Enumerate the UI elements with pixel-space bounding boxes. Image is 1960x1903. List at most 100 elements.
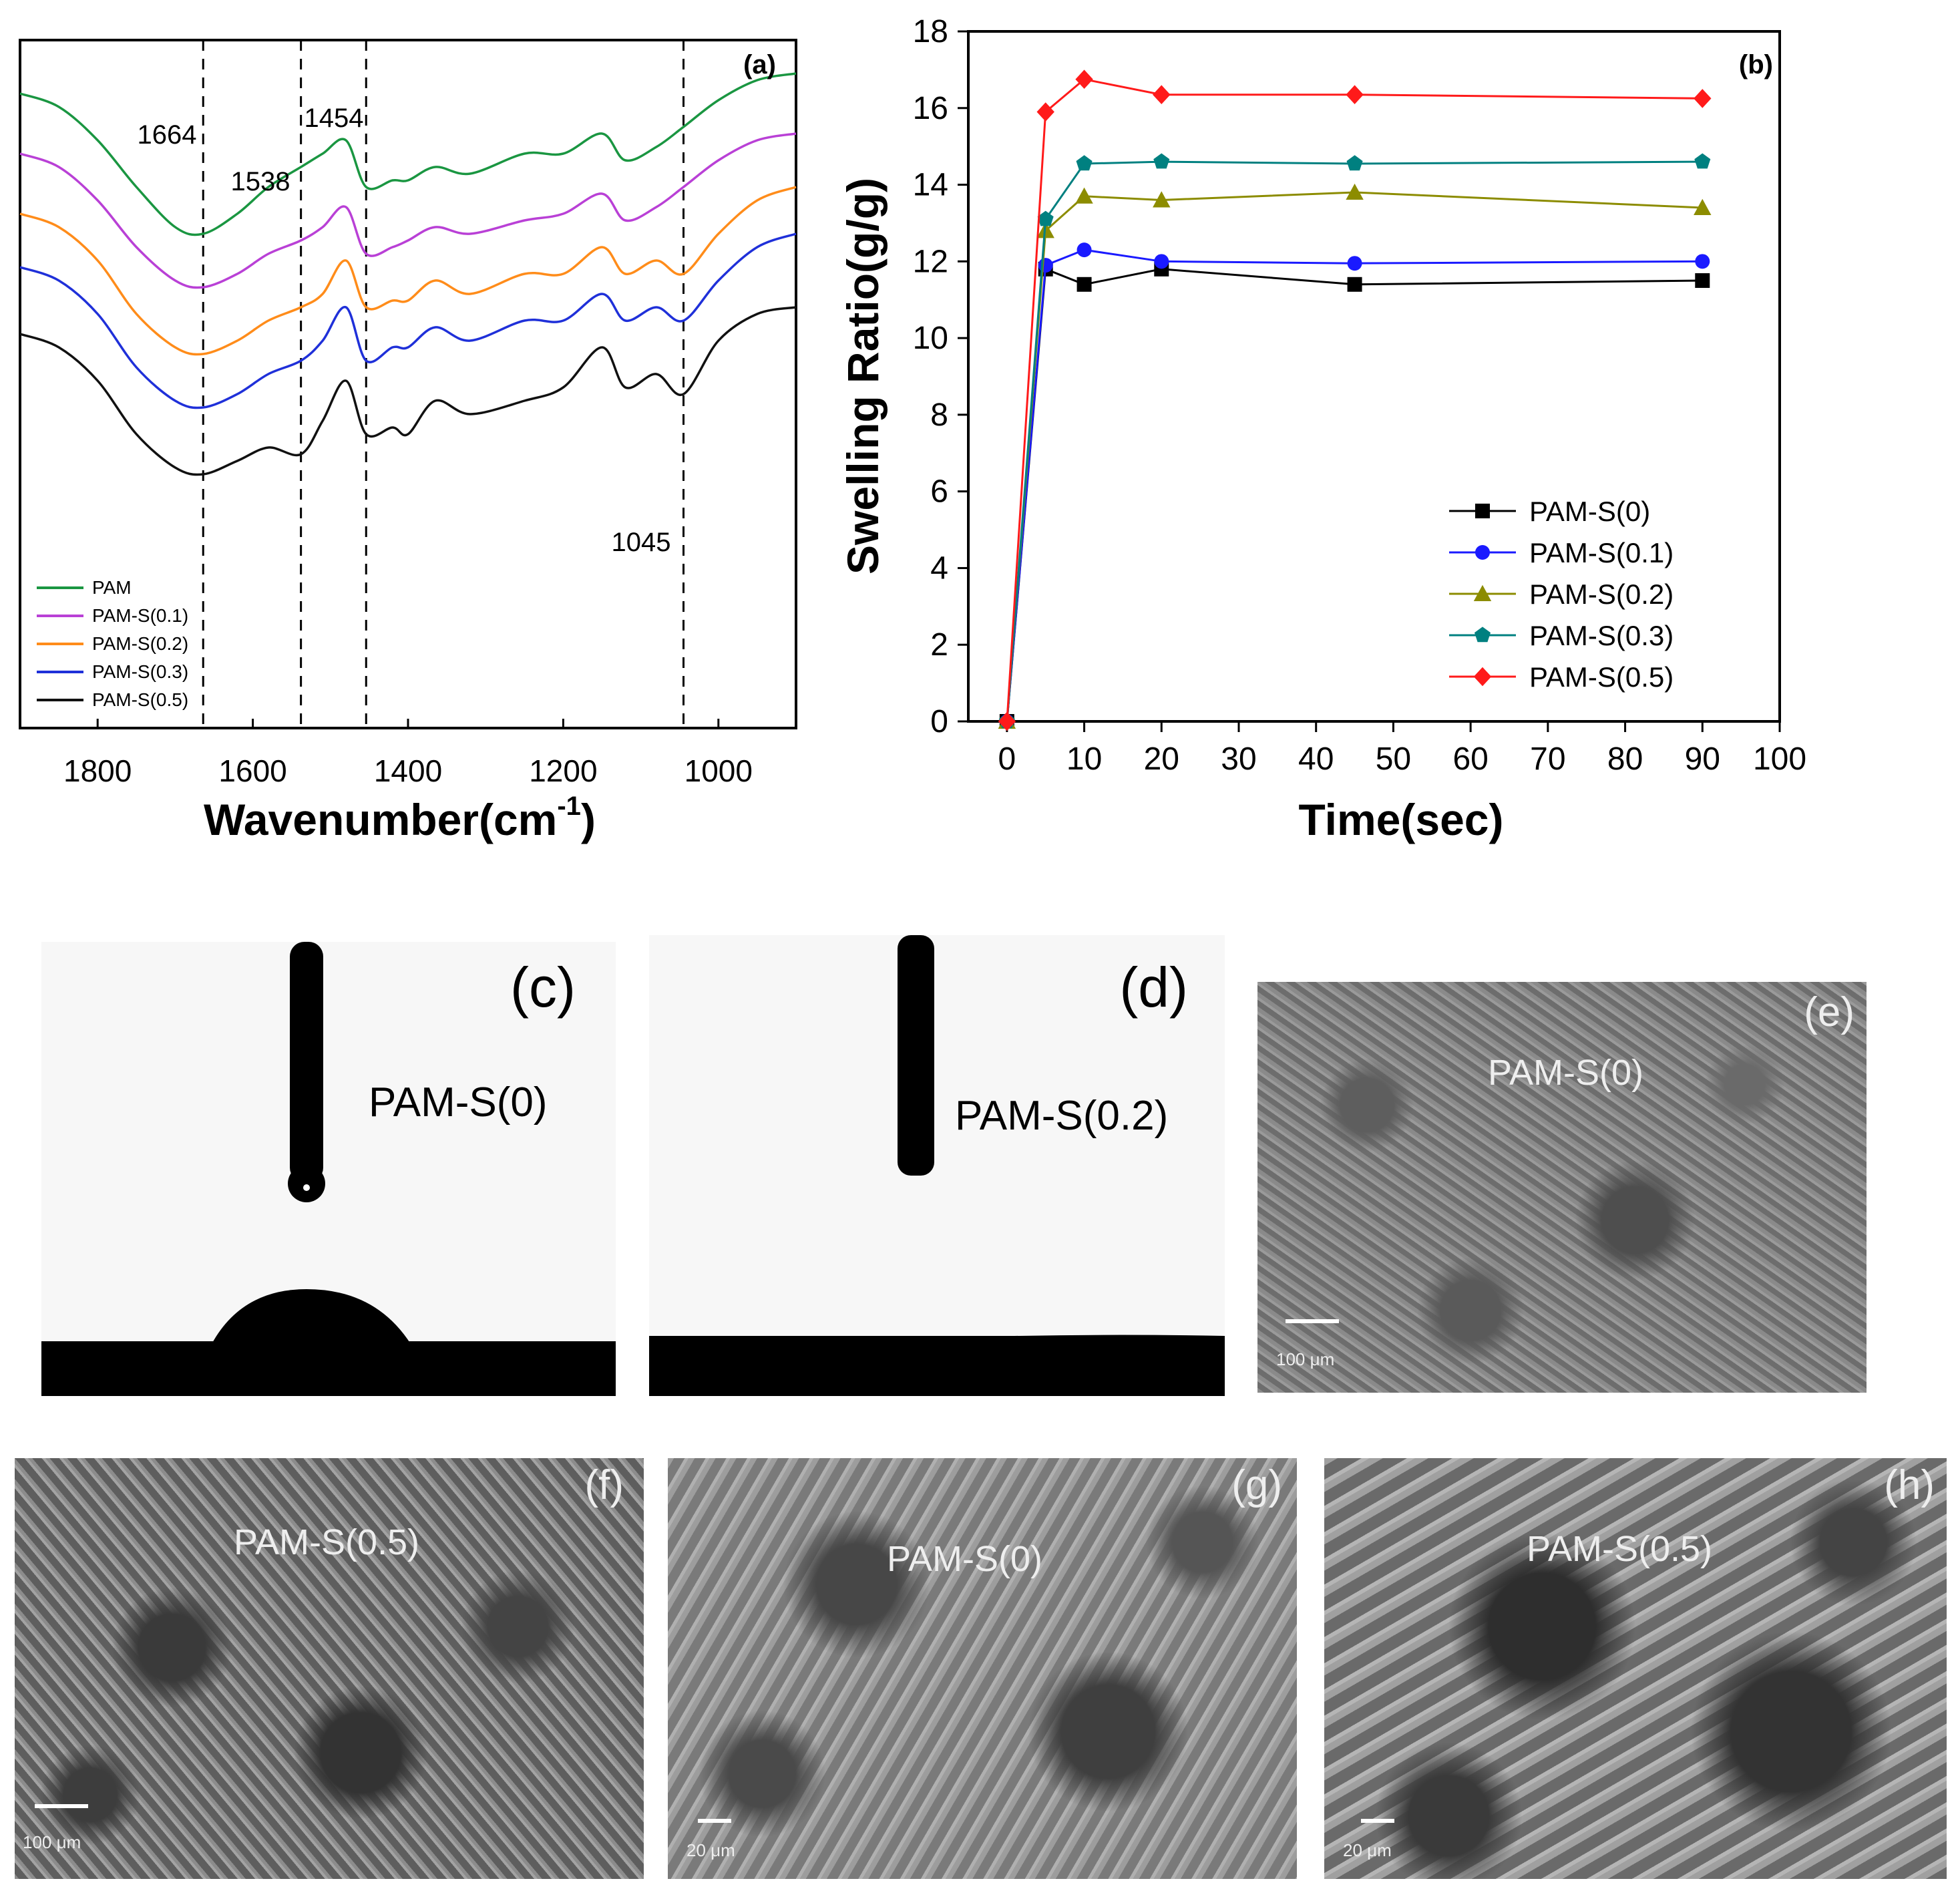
swelling-y-tick-label-1: 2	[930, 627, 948, 663]
swelling-x-tick-label-3: 30	[1221, 741, 1256, 777]
ftir-x-tick-label-2: 1400	[374, 753, 442, 788]
sem-h-scale-text: 20 μm	[1343, 1840, 1392, 1860]
swelling-legend-marker-3	[1475, 627, 1491, 643]
swelling-x-axis-label: Time(sec)	[1299, 795, 1504, 844]
ftir-x-ticks: 1800 1600 1400 1200 1000	[63, 719, 753, 788]
swelling-point-0-4	[1347, 277, 1362, 292]
sem-e-label: (e)	[1804, 989, 1854, 1035]
swelling-x-tick-label-7: 70	[1530, 741, 1565, 777]
photo-d-label: (d)	[1119, 956, 1188, 1019]
swelling-legend-marker-4	[1473, 667, 1492, 687]
swelling-x-tick-label-9: 90	[1685, 741, 1720, 777]
sem-photo-h: (h) PAM-S(0.5) 20 μm	[1324, 1458, 1947, 1879]
ftir-series-line-4	[19, 306, 797, 476]
ftir-annotation-1: 1538	[231, 167, 290, 196]
swelling-point-3-1	[1037, 210, 1054, 226]
sem-h-sample: PAM-S(0.5)	[1527, 1529, 1713, 1569]
swelling-point-4-3	[1153, 85, 1171, 104]
swelling-point-2-2	[1075, 187, 1093, 204]
swelling-point-4-4	[1346, 85, 1364, 104]
ftir-series-line-3	[19, 232, 797, 409]
ftir-legend-label-2: PAM-S(0.2)	[92, 633, 188, 654]
ftir-series-group	[19, 72, 797, 476]
ftir-chart: 1800 1600 1400 1200 1000 1664 1538 1454 1045 PA…	[19, 39, 797, 844]
ftir-x-tick-label-3: 1200	[529, 753, 597, 788]
ftir-legend-label-3: PAM-S(0.3)	[92, 661, 188, 682]
swelling-y-tick-label-6: 12	[913, 244, 948, 279]
swelling-point-0-5	[1695, 273, 1710, 289]
ftir-x-tick-label-4: 1000	[684, 753, 753, 788]
ftir-x-tick-label-1: 1600	[218, 753, 286, 788]
ftir-legend: PAM PAM-S(0.1) PAM-S(0.2) PAM-S(0.3) PAM-S(0…	[37, 577, 188, 710]
swelling-x-tick-label-8: 80	[1607, 741, 1643, 777]
sem-g-sample: PAM-S(0)	[887, 1539, 1043, 1579]
sem-photo-e: (e) PAM-S(0) 100 μm	[1257, 982, 1867, 1393]
swelling-y-tick-label-7: 14	[913, 168, 948, 203]
swelling-series-line-3	[1006, 160, 1703, 722]
swelling-point-2-3	[1153, 191, 1171, 208]
swelling-legend-label-2: PAM-S(0.2)	[1529, 578, 1674, 610]
swelling-plot-frame	[967, 30, 1781, 723]
swelling-x-tick-label-10: 100	[1753, 741, 1806, 777]
ftir-annotation-0: 1664	[138, 120, 197, 150]
swelling-y-tick-label-8: 16	[913, 91, 948, 126]
ftir-x-tick-label-0: 1800	[63, 753, 132, 788]
swelling-point-4-0	[998, 711, 1016, 731]
swelling-y-tick-label-5: 10	[913, 321, 948, 356]
ftir-annotation-2: 1454	[305, 104, 364, 133]
ftir-annotations: 1664 1538 1454 1045	[138, 104, 671, 557]
swelling-legend-marker-1	[1475, 545, 1490, 560]
swelling-point-3-3	[1153, 153, 1170, 169]
swelling-chart: 0 10 20 30 40 50 60 70 80 90 100 0 2 4 6 8 10 12 14 16 18 PA…	[838, 14, 1806, 844]
photo-c-label: (c)	[510, 956, 576, 1019]
swelling-y-tick-label-0: 0	[930, 704, 948, 739]
swelling-point-1-2	[1076, 242, 1092, 258]
swelling-series-line-4	[1006, 78, 1703, 722]
swelling-axis-ticks: 0 10 20 30 40 50 60 70 80 90 100 0 2 4 6 8 10 12 14 16 18	[913, 14, 1806, 777]
swelling-point-1-3	[1154, 254, 1169, 269]
spread-illustration	[649, 935, 1225, 1396]
sem-f-label: (f)	[584, 1462, 624, 1508]
swelling-y-tick-label-9: 18	[913, 14, 948, 49]
swelling-y-tick-label-4: 8	[930, 397, 948, 433]
sem-photo-g: (g) PAM-S(0) 20 μm	[668, 1458, 1297, 1879]
swelling-point-1-1	[1038, 258, 1053, 273]
swelling-x-tick-label-2: 20	[1144, 741, 1179, 777]
swelling-y-tick-label-3: 6	[930, 474, 948, 510]
ftir-legend-label-4: PAM-S(0.5)	[92, 689, 188, 710]
sem-f-scale-bar	[35, 1804, 88, 1808]
swelling-legend-marker-2	[1473, 584, 1492, 601]
swelling-y-tick-label-2: 4	[930, 550, 948, 586]
ftir-legend-label-0: PAM	[92, 577, 132, 598]
contact-angle-photo-d: (d) PAM-S(0.2)	[649, 935, 1225, 1396]
ftir-reference-lines	[202, 40, 685, 728]
swelling-panel-label: (b)	[1739, 50, 1773, 79]
swelling-point-0-2	[1076, 277, 1092, 292]
swelling-y-axis-label: Swelling Ratio(g/g)	[838, 178, 888, 574]
droplet-illustration	[41, 942, 616, 1396]
sem-e-scale-bar	[1286, 1319, 1339, 1323]
sem-h-scale-bar	[1361, 1819, 1394, 1823]
swelling-legend-label-4: PAM-S(0.5)	[1529, 661, 1674, 693]
swelling-x-tick-label-6: 60	[1452, 741, 1488, 777]
swelling-legend-label-3: PAM-S(0.3)	[1529, 620, 1674, 651]
swelling-series-line-1	[1006, 248, 1703, 722]
swelling-point-3-5	[1694, 153, 1711, 169]
swelling-point-3-4	[1346, 155, 1363, 171]
swelling-x-tick-label-4: 40	[1298, 741, 1334, 777]
swelling-legend-label-1: PAM-S(0.1)	[1529, 537, 1674, 568]
swelling-point-4-5	[1694, 89, 1712, 108]
swelling-series-group	[998, 69, 1712, 731]
swelling-point-4-2	[1075, 69, 1093, 90]
swelling-point-2-4	[1346, 183, 1364, 200]
photo-c-sample: PAM-S(0)	[369, 1079, 548, 1126]
swelling-legend: PAM-S(0) PAM-S(0.1) PAM-S(0.2) PAM-S(0.3) PA…	[1449, 496, 1674, 693]
ftir-series-line-0	[19, 72, 797, 236]
sem-h-label: (h)	[1884, 1462, 1935, 1508]
sem-g-label: (g)	[1231, 1462, 1282, 1508]
sem-f-sample: PAM-S(0.5)	[234, 1522, 420, 1562]
contact-angle-photo-c: (c) PAM-S(0)	[41, 942, 616, 1396]
sem-e-sample: PAM-S(0)	[1488, 1053, 1644, 1093]
ftir-x-axis-label: Wavenumber(cm-1)	[204, 792, 596, 844]
swelling-x-tick-label-0: 0	[998, 741, 1016, 777]
